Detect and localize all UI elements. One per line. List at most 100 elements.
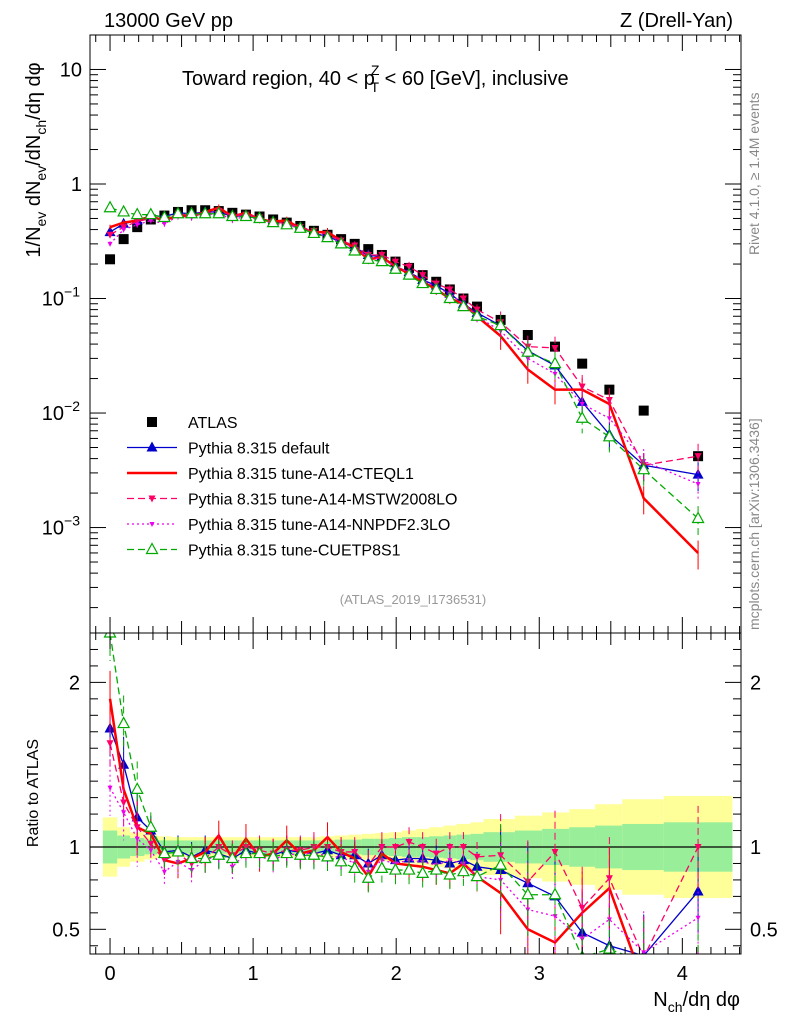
ratio-point — [521, 887, 535, 900]
data-point — [103, 200, 117, 213]
ratio-point — [307, 847, 321, 860]
data-point — [579, 401, 585, 407]
ratio-point — [121, 810, 127, 816]
ratio-point — [551, 848, 559, 856]
legend-entry-3: Pythia 8.315 tune-A14-MSTW2008LO — [127, 492, 457, 509]
ratio-point — [378, 844, 386, 851]
header-left: 13000 GeV pp — [104, 10, 233, 32]
ratio-point — [334, 854, 348, 867]
legend-label: Pythia 8.315 default — [188, 441, 330, 458]
data-point — [575, 411, 589, 423]
main-plot-series — [103, 200, 705, 570]
data-point — [470, 309, 484, 321]
data-point — [239, 209, 253, 222]
data-point — [402, 267, 416, 280]
data-point — [602, 429, 616, 442]
data-point — [266, 215, 280, 228]
data-point — [107, 241, 113, 247]
ratio-point — [432, 850, 440, 858]
data-point — [577, 358, 588, 369]
x-tick-label: 3 — [534, 963, 545, 985]
data-point — [375, 254, 389, 267]
ratio-point — [552, 914, 558, 920]
data-point — [637, 462, 651, 475]
data-point — [307, 226, 321, 239]
ratio-point — [429, 862, 443, 875]
data-point — [605, 396, 613, 404]
y-tick-label: 10 — [60, 59, 82, 81]
data-point — [548, 356, 562, 369]
data-point — [144, 207, 158, 220]
y-tick-label: 10−2 — [42, 398, 80, 425]
legend-entry-2: Pythia 8.315 tune-A14-CTEQL1 — [127, 466, 414, 483]
ratio-point — [388, 862, 402, 875]
y-tick-label: 1 — [71, 174, 82, 196]
y-tick-label: 10−1 — [42, 284, 80, 311]
ratio-point — [212, 847, 226, 860]
data-point — [185, 206, 199, 219]
ratio-point — [171, 844, 185, 857]
data-point — [212, 206, 226, 219]
x-tick-label: 4 — [677, 963, 688, 985]
ratio-point — [293, 847, 307, 860]
ratio-point — [320, 849, 335, 862]
ratio-point — [402, 862, 416, 875]
ratio-point — [638, 956, 649, 966]
data-point — [405, 263, 413, 271]
data-point — [121, 227, 127, 233]
ratio-point — [198, 851, 212, 864]
mcplots-label: mcplots.cern.ch [arXiv:1306.3436] — [746, 418, 762, 630]
data-point — [348, 243, 362, 256]
ratio-point — [253, 846, 267, 859]
ratio-point — [239, 846, 253, 859]
ratio-point — [348, 861, 362, 874]
ratio-point — [351, 848, 359, 856]
ratio-point — [161, 869, 167, 875]
data-point — [443, 291, 457, 304]
ratio-point — [416, 866, 430, 878]
data-point — [280, 217, 294, 230]
data-point — [117, 204, 131, 217]
ratio-plot-area — [90, 795, 741, 899]
data-point — [105, 254, 116, 265]
legend-marker — [149, 522, 155, 527]
data-point — [694, 453, 702, 461]
ratio-y-tick-label: 0.5 — [52, 919, 80, 941]
ratio-point — [694, 844, 702, 851]
ratio-y-axis-label: Ratio to ATLAS — [25, 739, 42, 847]
data-point — [171, 206, 185, 219]
data-point — [456, 299, 470, 312]
ratio-point — [602, 941, 616, 954]
data-point — [293, 221, 307, 233]
ratio-point — [147, 840, 155, 848]
ratio-point — [391, 844, 399, 851]
legend-label: Pythia 8.315 tune-A14-MSTW2008LO — [188, 492, 457, 509]
ratio-point — [130, 782, 144, 794]
ratio-point — [548, 887, 562, 900]
data-point — [429, 282, 443, 295]
ratio-point — [157, 846, 171, 859]
plot-title: Toward region, 40 < pZ T < 60 [GeV], incl… — [182, 62, 569, 95]
y-tick-label: 10−3 — [42, 513, 80, 540]
ratio-point — [695, 915, 701, 921]
legend-marker — [145, 542, 159, 555]
data-point — [157, 210, 171, 223]
ratio-point — [280, 846, 294, 859]
data-point — [522, 330, 533, 341]
data-point — [521, 344, 535, 357]
ratio-plot-frame — [89, 632, 742, 955]
data-point — [416, 276, 430, 289]
ratio-point — [459, 844, 467, 851]
ratio-y-tick-label-right: 2 — [750, 672, 761, 694]
data-point — [148, 218, 154, 224]
data-point — [253, 211, 267, 224]
data-point — [551, 344, 559, 352]
data-point — [130, 207, 144, 220]
legend-entry-1: Pythia 8.315 default — [127, 441, 330, 458]
data-point — [695, 482, 701, 488]
ratio-y-tick-label-right: 1 — [750, 837, 761, 859]
data-point — [606, 416, 612, 422]
ratio-point — [446, 844, 454, 851]
data-point — [578, 383, 586, 391]
x-tick-label: 1 — [248, 963, 259, 985]
